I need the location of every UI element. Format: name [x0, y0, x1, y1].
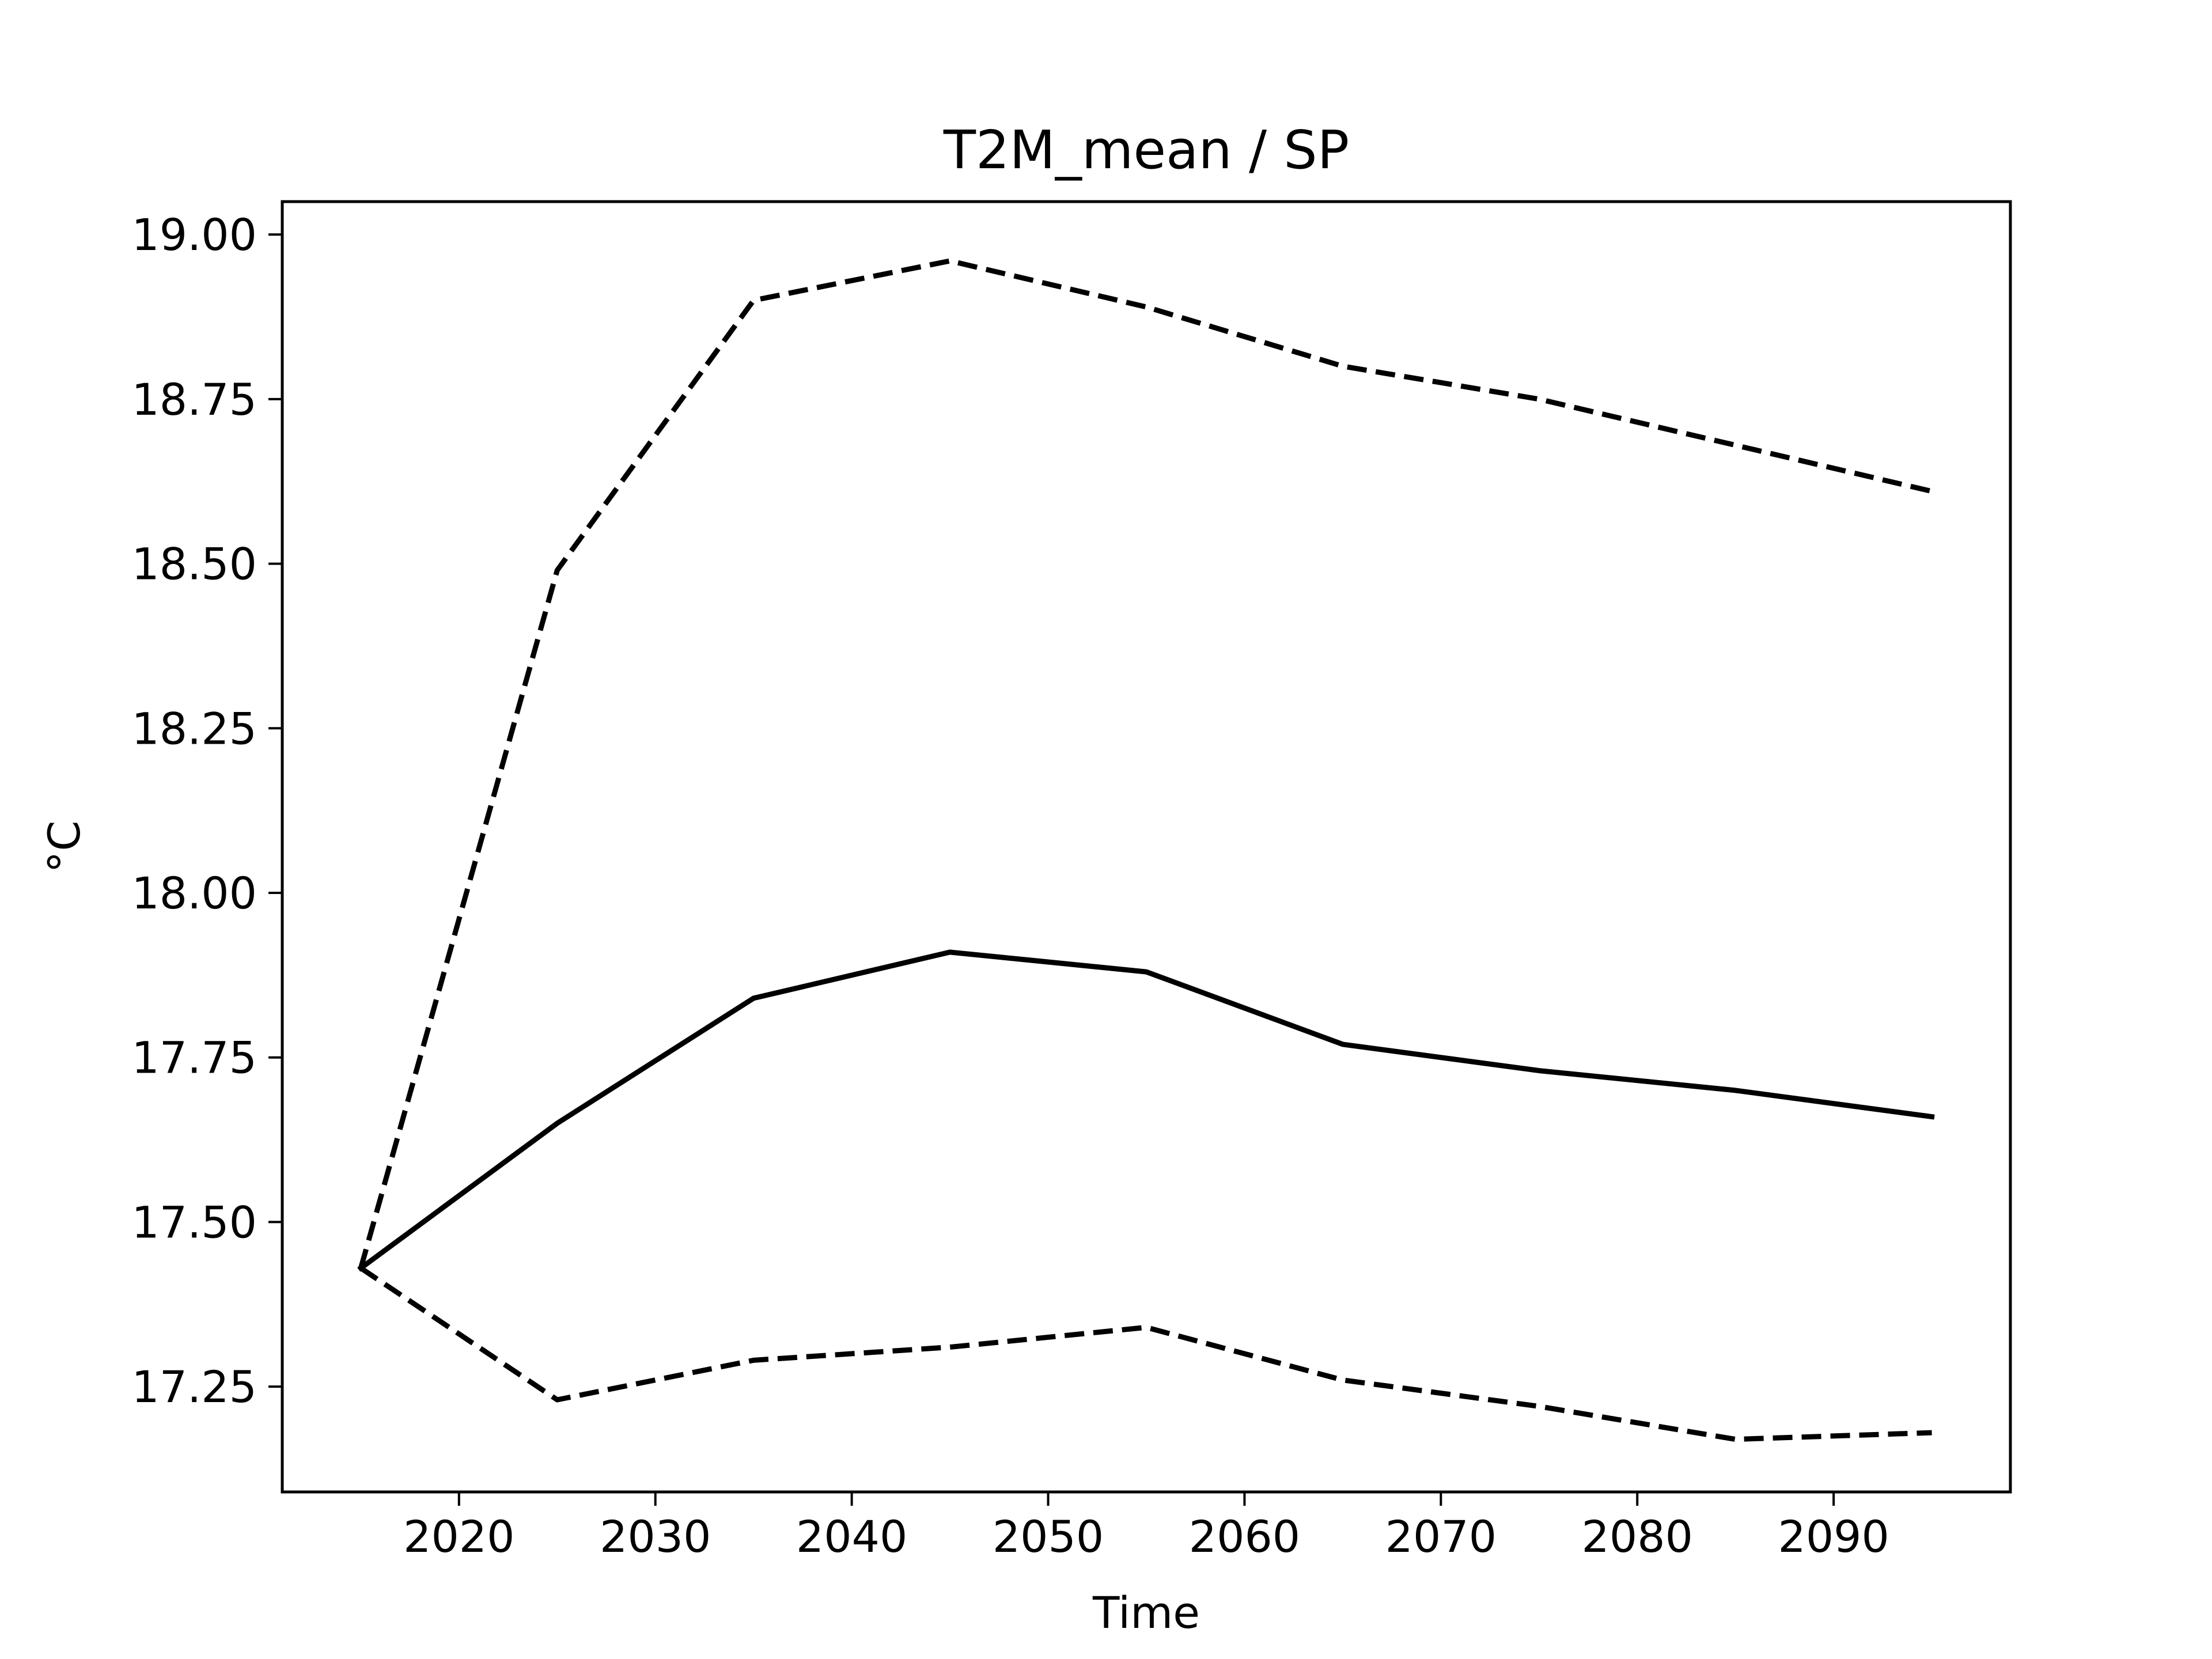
x-axis: 2020 2030 2040 2050 2060 2070 2080 2090 [403, 1492, 1889, 1562]
y-tick-label: 17.75 [131, 1032, 257, 1084]
x-tick-label: 2040 [796, 1511, 907, 1562]
y-tick-label: 17.50 [131, 1196, 257, 1248]
x-tick-label: 2050 [993, 1511, 1104, 1562]
y-tick-label: 17.25 [131, 1361, 257, 1412]
y-tick-label: 19.00 [131, 209, 257, 260]
plot-frame [281, 200, 2012, 1494]
x-tick-label: 2020 [403, 1511, 514, 1562]
x-tick-label: 2080 [1582, 1511, 1693, 1562]
x-axis-label: Time [1092, 1587, 1200, 1638]
y-axis: 17.25 17.50 17.75 18.00 18.25 18.50 18.75 19.00 [131, 209, 282, 1412]
series-layer [357, 258, 1935, 1442]
y-axis-label: °C [39, 820, 90, 873]
y-tick-label: 18.25 [131, 703, 257, 754]
series-line-1-dashed [358, 258, 1933, 1269]
x-tick-label: 2030 [600, 1511, 711, 1562]
series-line-3-dashed [359, 1266, 1932, 1442]
chart-title: T2M_mean / SP [943, 119, 1349, 181]
y-tick-label: 18.00 [131, 868, 257, 919]
y-tick-label: 18.75 [131, 374, 257, 425]
y-tick-label: 18.50 [131, 539, 257, 590]
series-line-2-solid [357, 949, 1935, 1272]
x-tick-label: 2060 [1189, 1511, 1300, 1562]
x-tick-label: 2090 [1778, 1511, 1889, 1562]
x-tick-label: 2070 [1385, 1511, 1497, 1562]
